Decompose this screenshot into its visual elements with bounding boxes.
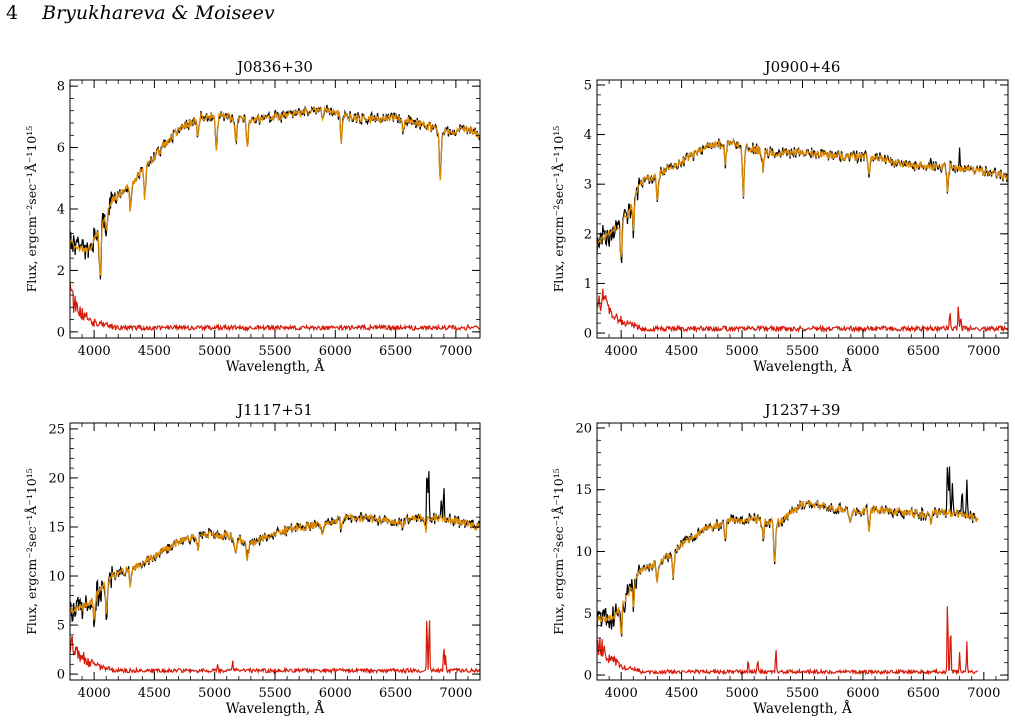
- x-tick-label: 5000: [198, 344, 231, 359]
- y-tick-label: 5: [57, 619, 65, 634]
- plot-frame: [596, 79, 1009, 339]
- residual-spectrum: [70, 620, 480, 675]
- model-spectrum: [597, 138, 1008, 258]
- x-tick-label: 6000: [319, 686, 352, 701]
- observed-spectrum: [597, 138, 1008, 264]
- x-tick-label: 6500: [907, 686, 940, 701]
- x-tick-label: 5500: [786, 344, 819, 359]
- x-tick-label: 4000: [605, 686, 638, 701]
- spectrum-panel-2: J0900+46 Wavelength, Å Flux, ergcm⁻²sec⁻¹Å…: [551, 58, 1009, 375]
- y-tick-label: 0: [584, 669, 592, 684]
- panel-title: J1237+39: [763, 401, 841, 419]
- panel-title: J0900+46: [763, 58, 841, 76]
- x-axis-label: Wavelength, Å: [226, 359, 325, 375]
- model-spectrum: [70, 105, 480, 276]
- x-tick-label: 6500: [379, 344, 412, 359]
- y-tick-label: 20: [575, 421, 592, 436]
- x-tick-label: 6500: [379, 686, 412, 701]
- y-axis-label: Flux, ergcm⁻²sec⁻¹Å⁻¹10¹⁵: [551, 126, 566, 293]
- x-tick-label: 5000: [726, 344, 759, 359]
- residual-spectrum: [70, 281, 480, 333]
- y-tick-label: 6: [57, 141, 65, 156]
- y-tick-label: 25: [48, 422, 65, 437]
- y-tick-label: 0: [57, 325, 65, 340]
- y-tick-label: 10: [48, 570, 65, 585]
- y-tick-label: 1: [584, 277, 592, 292]
- model-spectrum: [70, 512, 480, 621]
- spectrum-panel-4: J1237+39 Wavelength, Å Flux, ergcm⁻²sec⁻¹Å…: [551, 401, 1009, 717]
- y-tick-label: 0: [57, 668, 65, 683]
- panel-title: J1117+51: [235, 401, 313, 419]
- y-tick-label: 4: [584, 128, 592, 143]
- y-tick-label: 0: [584, 327, 592, 342]
- y-tick-label: 15: [575, 483, 592, 498]
- x-tick-label: 5000: [198, 686, 231, 701]
- x-tick-label: 4500: [138, 344, 171, 359]
- residual-spectrum: [597, 288, 1008, 334]
- x-tick-label: 6000: [846, 686, 879, 701]
- x-axis-label: Wavelength, Å: [226, 701, 325, 717]
- y-tick-label: 8: [57, 80, 65, 95]
- spectrum-panel-3: J1117+51 Wavelength, Å Flux, ergcm⁻²sec⁻¹Å…: [24, 401, 481, 717]
- x-axis-label: Wavelength, Å: [753, 359, 852, 375]
- x-tick-label: 7000: [439, 344, 472, 359]
- y-axis-label: Flux, ergcm⁻²sec⁻¹Å⁻¹10¹⁵: [24, 126, 39, 293]
- observed-spectrum: [70, 471, 480, 628]
- y-tick-label: 20: [48, 471, 65, 486]
- residual-spectrum: [597, 606, 978, 676]
- spectrum-panel-1: J0836+30 Wavelength, Å Flux, ergcm⁻²sec⁻¹Å…: [24, 58, 481, 375]
- x-tick-label: 7000: [967, 344, 1000, 359]
- x-tick-label: 7000: [439, 686, 472, 701]
- y-axis-label: Flux, ergcm⁻²sec⁻¹Å⁻¹10¹⁵: [24, 468, 39, 635]
- y-tick-label: 15: [48, 520, 65, 535]
- x-tick-label: 4500: [665, 344, 698, 359]
- x-tick-label: 7000: [967, 686, 1000, 701]
- x-tick-label: 4500: [665, 686, 698, 701]
- observed-spectrum: [597, 466, 979, 637]
- x-tick-label: 6000: [319, 344, 352, 359]
- y-tick-label: 2: [584, 227, 592, 242]
- y-tick-label: 10: [575, 545, 592, 560]
- x-tick-label: 5500: [258, 344, 291, 359]
- x-tick-label: 4000: [605, 344, 638, 359]
- x-tick-label: 4000: [78, 686, 111, 701]
- x-axis-label: Wavelength, Å: [753, 701, 852, 717]
- y-tick-label: 5: [584, 78, 592, 93]
- x-tick-label: 5500: [258, 686, 291, 701]
- page-header: 4 Bryukhareva & Moiseev: [6, 2, 275, 24]
- y-tick-label: 3: [584, 178, 592, 193]
- running-authors: Bryukhareva & Moiseev: [42, 2, 275, 24]
- x-tick-label: 6500: [907, 344, 940, 359]
- panel-title: J0836+30: [235, 58, 313, 76]
- y-tick-label: 2: [57, 264, 65, 279]
- x-tick-label: 4000: [78, 344, 111, 359]
- y-tick-label: 4: [57, 203, 65, 218]
- x-tick-label: 5500: [786, 686, 819, 701]
- page-number: 4: [6, 2, 19, 24]
- plot-frame: [69, 422, 481, 681]
- model-spectrum: [597, 499, 979, 635]
- y-tick-label: 5: [584, 607, 592, 622]
- x-tick-label: 6000: [846, 344, 879, 359]
- x-tick-label: 5000: [726, 686, 759, 701]
- plot-frame: [69, 79, 481, 339]
- x-tick-label: 4500: [138, 686, 171, 701]
- y-axis-label: Flux, ergcm⁻²sec⁻¹Å⁻¹10¹⁵: [551, 468, 566, 635]
